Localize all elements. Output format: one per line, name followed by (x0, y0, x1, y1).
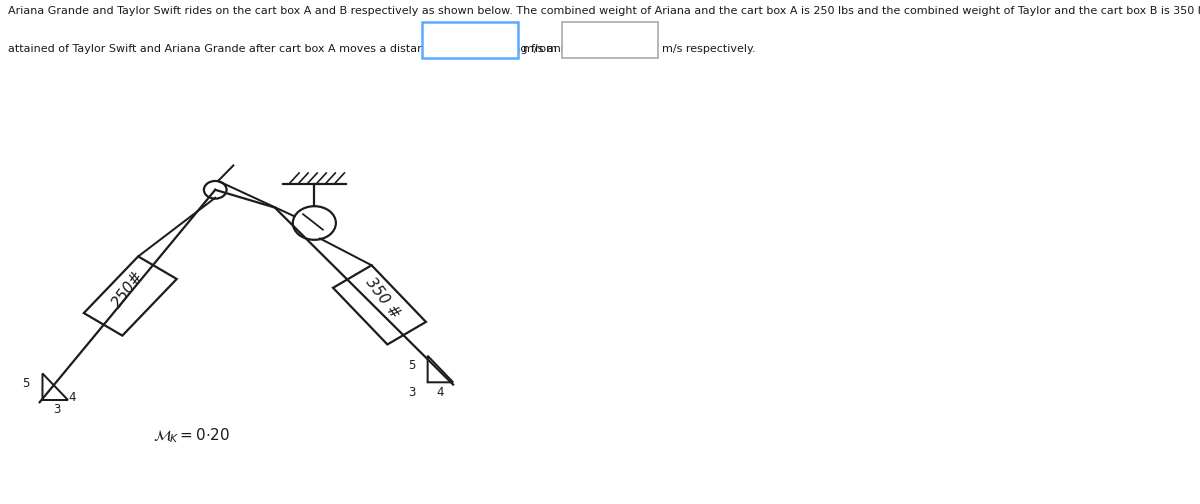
Bar (422, 22, 518, 58)
Text: 5: 5 (408, 359, 415, 372)
Text: m/s respectively.: m/s respectively. (662, 44, 756, 54)
Text: 4: 4 (68, 391, 76, 404)
Text: 350 #: 350 # (362, 275, 402, 322)
Text: Ariana Grande and Taylor Swift rides on the cart box A and B respectively as sho: Ariana Grande and Taylor Swift rides on … (8, 6, 1200, 16)
Text: m/s and: m/s and (523, 44, 569, 54)
Text: 4: 4 (437, 386, 444, 399)
Text: 3: 3 (408, 386, 415, 399)
Text: 250#: 250# (109, 268, 146, 310)
Text: 5: 5 (22, 377, 29, 390)
Bar (562, 22, 658, 58)
Text: $\mathcal{M}_{\!K} = 0{\cdot}20$: $\mathcal{M}_{\!K} = 0{\cdot}20$ (152, 426, 230, 445)
Text: attained of Taylor Swift and Ariana Grande after cart box A moves a distance of : attained of Taylor Swift and Ariana Gran… (8, 44, 595, 54)
Text: 3: 3 (54, 403, 61, 416)
